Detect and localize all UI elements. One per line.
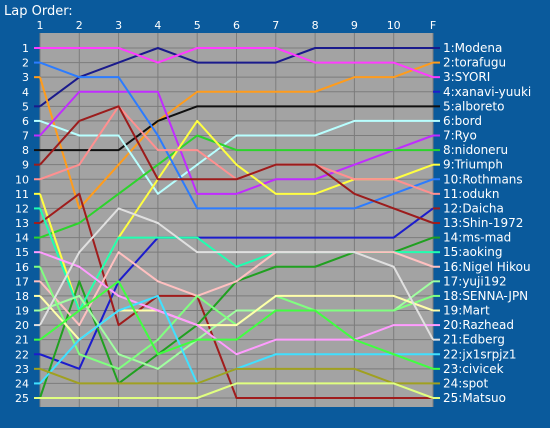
series-line bbox=[39, 105, 434, 224]
series-lines bbox=[34, 47, 440, 399]
y-tick-label: 20 bbox=[15, 319, 29, 332]
series-line bbox=[39, 367, 433, 385]
legend-label: 23:civicek bbox=[443, 362, 504, 376]
x-tick-label: 8 bbox=[312, 19, 319, 32]
x-tick-label: 5 bbox=[194, 19, 201, 32]
legend-label: 7:Ryo bbox=[443, 129, 477, 143]
y-tick-label: 25 bbox=[15, 392, 29, 405]
series-line bbox=[39, 192, 433, 399]
y-tick-label: 22 bbox=[15, 348, 29, 361]
y-tick-label: 24 bbox=[15, 377, 29, 390]
y-tick-label: 23 bbox=[15, 363, 29, 376]
series-line bbox=[39, 47, 433, 108]
y-tick-label: 19 bbox=[15, 305, 29, 318]
series-line bbox=[40, 47, 434, 79]
x-tick-label: 4 bbox=[154, 19, 161, 32]
y-tick-label: 3 bbox=[22, 71, 29, 84]
series-line bbox=[39, 61, 434, 210]
x-tick-label: 6 bbox=[233, 19, 240, 32]
legend-label: 6:bord bbox=[443, 114, 482, 128]
legend-label: 21:Edberg bbox=[443, 333, 505, 347]
series-line bbox=[40, 382, 434, 399]
x-tick-label: 1 bbox=[37, 19, 44, 32]
x-tick-label: 7 bbox=[272, 19, 279, 32]
legend-label: 13:Shin-1972 bbox=[443, 216, 523, 230]
legend-label: 19:Mart bbox=[443, 304, 490, 318]
legend-label: 2:torafugu bbox=[443, 56, 506, 70]
series-line bbox=[39, 134, 433, 239]
legend-label: 5:alboreto bbox=[443, 99, 504, 113]
legend-label: 15:aoking bbox=[443, 245, 503, 259]
y-tick-label: 1 bbox=[22, 42, 29, 55]
y-tick-label: 8 bbox=[22, 144, 29, 157]
x-tick-labels: 1 2 3 4 5 6 7 8 9 10 F bbox=[37, 19, 437, 32]
legend-label: 24:spot bbox=[443, 376, 489, 390]
y-tick-label: 2 bbox=[22, 57, 29, 70]
chart-title: Lap Order: bbox=[4, 4, 73, 19]
y-tick-label: 15 bbox=[15, 246, 29, 259]
series-line bbox=[39, 90, 434, 195]
legend-label: 12:Daicha bbox=[443, 201, 504, 215]
x-tick-label: 3 bbox=[115, 19, 122, 32]
legend-label: 1:Modena bbox=[443, 41, 502, 55]
y-tick-label: 21 bbox=[15, 334, 29, 347]
legend-label: 3:SYORI bbox=[443, 70, 490, 84]
legend-label: 18:SENNA-JPN bbox=[443, 289, 528, 303]
series-line bbox=[39, 280, 434, 370]
legend-label: 16:Nigel Hikou bbox=[443, 260, 531, 274]
series-line bbox=[39, 251, 434, 327]
y-tick-labels: 1234567891011121314151617181920212223242… bbox=[15, 42, 29, 405]
series-line bbox=[39, 207, 434, 341]
y-tick-label: 4 bbox=[22, 86, 29, 99]
legend-label: 14:ms-mad bbox=[443, 231, 511, 245]
y-tick-label: 10 bbox=[15, 173, 29, 186]
legend-label: 9:Triumph bbox=[443, 158, 503, 172]
legend-label: 20:Razhead bbox=[443, 318, 514, 332]
x-tick-label: 10 bbox=[387, 19, 401, 32]
y-tick-label: 6 bbox=[22, 115, 29, 128]
x-tick-label: 2 bbox=[76, 19, 83, 32]
y-tick-label: 7 bbox=[22, 130, 29, 143]
y-tick-label: 12 bbox=[15, 202, 29, 215]
legend-label: 8:nidoneru bbox=[443, 143, 508, 157]
x-tick-label: 9 bbox=[351, 19, 358, 32]
y-tick-label: 14 bbox=[15, 232, 29, 245]
y-tick-label: 16 bbox=[15, 261, 29, 274]
y-tick-label: 13 bbox=[15, 217, 29, 230]
series-line bbox=[39, 119, 433, 195]
y-tick-label: 18 bbox=[15, 290, 29, 303]
legend-label: 17:yuji192 bbox=[443, 274, 507, 288]
y-tick-label: 17 bbox=[15, 275, 29, 288]
legend-label: 11:odukn bbox=[443, 187, 499, 201]
series-line bbox=[40, 105, 433, 152]
series-line bbox=[39, 251, 433, 356]
x-tick-label: F bbox=[430, 19, 436, 32]
series-line bbox=[39, 207, 434, 370]
legend-label: 22:jx1srpjz1 bbox=[443, 347, 516, 361]
series-line bbox=[39, 61, 434, 210]
y-tick-label: 11 bbox=[15, 188, 29, 201]
y-tick-label: 9 bbox=[22, 159, 29, 172]
legend-label: 10:Rothmans bbox=[443, 172, 523, 186]
legend-labels: 1:Modena2:torafugu3:SYORI4:xanavi-yuuki5… bbox=[443, 41, 531, 405]
legend-label: 4:xanavi-yuuki bbox=[443, 85, 531, 99]
legend-label: 25:Matsuo bbox=[443, 391, 506, 405]
y-tick-label: 5 bbox=[22, 100, 29, 113]
